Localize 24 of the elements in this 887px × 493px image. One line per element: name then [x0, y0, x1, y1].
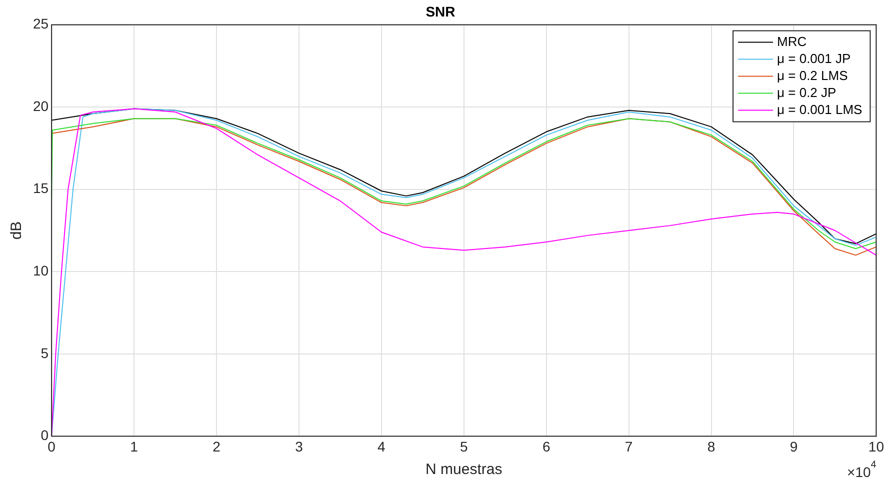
x-tick-label: 1: [130, 438, 138, 454]
y-tick-label: 25: [32, 16, 49, 32]
y-tick-label: 10: [32, 262, 49, 278]
x-tick-label: 8: [707, 438, 716, 454]
legend-label: μ = 0.2 LMS: [777, 68, 848, 83]
x-tick-label: 3: [295, 438, 304, 454]
legend-label: μ = 0.2 JP: [777, 84, 836, 100]
y-tick-label: 5: [40, 344, 49, 361]
x-tick-label: 9: [790, 438, 798, 454]
y-tick-label: 15: [32, 180, 49, 196]
x-tick-label: 5: [460, 438, 468, 454]
x-tick-label: 4: [378, 438, 386, 454]
y-axis-title: dB: [8, 221, 26, 240]
legend-label: μ = 0.001 LMS: [777, 102, 863, 117]
legend-label: μ = 0.001 JP: [777, 50, 851, 66]
x-axis-title: N muestras: [426, 461, 502, 478]
legend-label: MRC: [777, 34, 807, 49]
y-tick-label: 0: [40, 427, 49, 444]
x-tick-label: 7: [624, 438, 633, 454]
y-tick-label: 20: [32, 98, 49, 114]
x-tick-label: 2: [212, 438, 221, 454]
x-tick-label: 6: [542, 438, 550, 454]
chart-title: SNR: [426, 3, 456, 20]
x-tick-label: 10: [868, 438, 884, 454]
